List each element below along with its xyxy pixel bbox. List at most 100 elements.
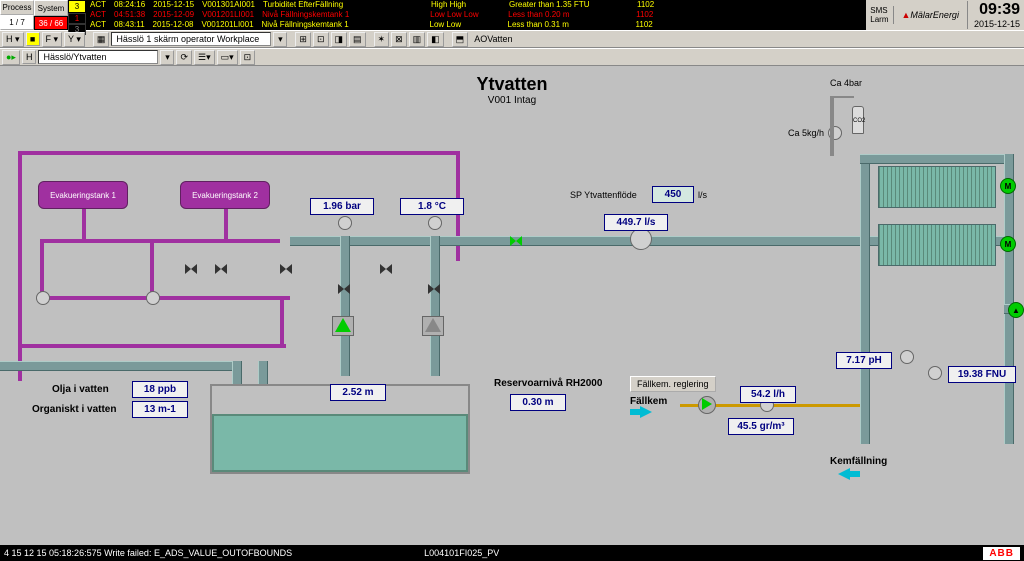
pipe-purple [150,239,154,299]
valve-icon[interactable] [215,264,227,274]
tb-h-dropdown[interactable]: H [22,50,37,64]
status-mid: L004101FI025_PV [424,548,499,558]
pipe [0,361,235,371]
toolbar-2: ●▸ H Hässlö/Ytvatten ▾ ⟳ ☰▾ ▭▾ ⊡ [0,48,1024,66]
larm-label: Larm [870,15,888,24]
tb-icon[interactable]: ⊞ [295,32,311,47]
reservoir-tank[interactable] [212,414,468,472]
tb-icon[interactable]: ▤ [349,32,366,47]
main-pipe [290,236,860,246]
tb-y-menu[interactable]: Y ▾ [64,32,85,47]
valve-icon[interactable] [185,264,197,274]
pressure-sensor-icon[interactable] [338,216,352,230]
tb-icon[interactable]: ⬒ [452,32,469,47]
reservoir-value[interactable]: 0.30 m [510,394,566,411]
pressure-value[interactable]: 1.96 bar [310,198,374,215]
clock-time: 09:39 [974,1,1020,19]
ph-sensor-icon[interactable] [900,350,914,364]
alarm-count-red[interactable]: 1 [68,13,86,24]
chem-flow-value[interactable]: 54.2 l/h [740,386,796,403]
flow-meter-icon[interactable] [630,228,652,250]
temp-value[interactable]: 1.8 °C [400,198,464,215]
alarm-bar: Process 1 / 7 System 36 / 66 3 1 3 ACT08… [0,0,1024,30]
alarm-row[interactable]: ACT08:43:112015-12-08V001201LI001Nivå Fä… [90,20,862,30]
tb-icon[interactable]: ⟳ [176,50,192,65]
tb-icon[interactable]: ⊡ [240,50,256,65]
fallkem-reglering-button[interactable]: Fällkem. reglering [630,376,716,392]
ph-value[interactable]: 7.17 pH [836,352,892,369]
status-left: 4 15 12 15 05:18:26:575 Write failed: E_… [4,548,292,558]
address-combo[interactable]: Hässlö/Ytvatten [38,50,158,64]
motor-2-icon[interactable]: M [1000,236,1016,252]
reservoir-label: Reservoarnivå RH2000 [494,378,602,389]
alarm-row[interactable]: ACT08:24:162015-12-15V001301AI001Turbidi… [90,0,862,10]
tb-dropdown-icon[interactable]: ▾ [160,50,174,65]
alarm-list[interactable]: ACT08:24:162015-12-15V001301AI001Turbidi… [86,0,866,30]
valve-icon[interactable] [380,264,392,274]
tb-icon[interactable]: ✶ [374,32,390,47]
pipe [430,236,440,376]
sensor-icon[interactable] [146,291,160,305]
tb-f-menu[interactable]: F ▾ [42,32,63,47]
tb-icon[interactable]: ⊡ [313,32,329,47]
pipe-purple [224,209,228,239]
pipe [860,154,870,444]
toolbar-1: H ▾ ■ F ▾ Y ▾ ▦ Hässlö 1 skärm operator … [0,30,1024,48]
ca-flow-label: Ca 5kg/h [788,128,824,138]
process-canvas: Ytvatten V001 Intag Ca 4bar Ca 5kg/h CO2… [0,66,1024,545]
filter-2[interactable] [878,224,996,266]
flow-value[interactable]: 449.7 l/s [604,214,668,231]
valve-icon[interactable] [338,284,350,294]
temp-sensor-icon[interactable] [428,216,442,230]
valve-green-icon[interactable] [510,236,522,246]
dosing-pump-icon [702,398,712,410]
pipe [830,96,834,156]
olja-value[interactable]: 18 ppb [132,381,188,398]
clock-area: SMS Larm ▲MälarEnergi 09:39 2015-12-15 [866,0,1024,30]
org-value[interactable]: 13 m-1 [132,401,188,418]
pump-1-icon[interactable] [335,318,351,332]
tb-icon[interactable]: ☰▾ [194,50,215,65]
valve-icon[interactable] [428,284,440,294]
tb-icon[interactable]: ▭▾ [217,50,238,65]
pipe-purple [40,239,280,243]
nav-back-icon[interactable]: ●▸ [2,50,20,65]
tb-icon[interactable]: ▦ [93,32,110,47]
sp-flow-value[interactable]: 450 [652,186,694,203]
tb-icon[interactable]: ▥ [409,32,426,47]
chem-conc-value[interactable]: 45.5 gr/m³ [728,418,794,435]
motor-1-icon[interactable]: M [1000,178,1016,194]
tb-icon[interactable]: ▾ [273,32,287,47]
process-button[interactable]: Process [0,0,34,15]
level-value[interactable]: 2.52 m [330,384,386,401]
workplace-combo[interactable]: Hässlö 1 skärm operator Workplace [111,32,271,46]
tb-icon[interactable]: ⊠ [391,32,407,47]
tb-btn-yellow[interactable]: ■ [26,32,40,46]
co2-cylinder-icon[interactable]: CO2 [852,106,864,134]
sensor-icon[interactable] [36,291,50,305]
tb-icon[interactable]: ◨ [331,32,348,47]
pipe-purple [18,344,286,348]
valve-icon[interactable] [280,264,292,274]
pipe-purple [280,296,284,346]
ca-bar-label: Ca 4bar [830,78,862,88]
tb-h-menu[interactable]: H ▾ [2,32,24,47]
pipe-purple [82,209,86,239]
status-bar: 4 15 12 15 05:18:26:575 Write failed: E_… [0,545,1024,561]
sp-flow-unit: l/s [698,190,707,200]
path-label: AOVatten [470,34,516,44]
fnu-value[interactable]: 19.38 FNU [948,366,1016,383]
motor-3-icon[interactable]: ▲ [1008,302,1024,318]
alarm-count-yellow[interactable]: 3 [68,0,86,13]
pump-2-icon[interactable] [425,318,441,332]
tb-icon[interactable]: ◧ [427,32,444,47]
evak-tank-1[interactable]: Evakueringstank 1 [38,181,128,209]
fnu-sensor-icon[interactable] [928,366,942,380]
kemfallning-arrow-icon [838,468,850,480]
system-button[interactable]: System [34,0,68,16]
evak-tank-2[interactable]: Evakueringstank 2 [180,181,270,209]
pipe [1004,154,1014,444]
filter-1[interactable] [878,166,996,208]
alarm-row[interactable]: ACT04:51:382015-12-09V001201LI001Nivå Fä… [90,10,862,20]
company-logo: ▲MälarEnergi [898,10,963,20]
